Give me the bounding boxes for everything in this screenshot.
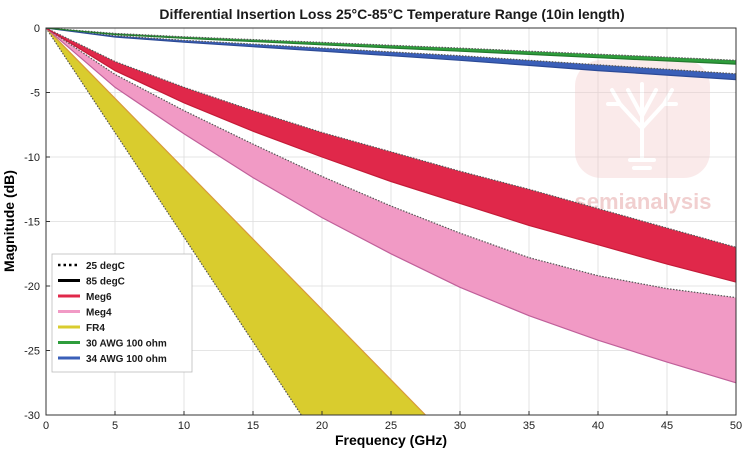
- line-25degc-30-awg-100-ohm: [46, 28, 736, 61]
- watermark: semianalysis: [575, 60, 711, 214]
- x-tick-label: 30: [454, 420, 466, 432]
- legend-label: 34 AWG 100 ohm: [86, 354, 167, 365]
- band-fill-meg4: [46, 28, 736, 383]
- x-tick-label: 35: [523, 420, 535, 432]
- y-tick-label: 0: [34, 23, 40, 35]
- semianalysis-logo-icon: [575, 60, 710, 178]
- line-25degc-meg4: [46, 28, 736, 299]
- legend: 25 degC 85 degC Meg6 Meg4 FR4 30 AWG 100 ohm 3…: [51, 253, 193, 373]
- x-tick-label: 10: [178, 420, 190, 432]
- band-30-awg-100-ohm: [46, 28, 736, 65]
- legend-label: 25 degC: [86, 261, 125, 272]
- x-tick-label: 0: [43, 420, 49, 432]
- band-fill-meg6: [46, 28, 736, 283]
- x-tick-label: 45: [661, 420, 673, 432]
- legend-label: 85 degC: [86, 277, 125, 288]
- legend-label: 30 AWG 100 ohm: [86, 339, 167, 350]
- y-tick-label: -5: [30, 88, 40, 100]
- line-25degc-meg6: [46, 28, 736, 248]
- line-25degc-34-awg-100-ohm: [46, 28, 736, 75]
- y-tick-label: -30: [24, 410, 40, 422]
- legend-item-30-awg-100-ohm: 30 AWG 100 ohm: [58, 339, 167, 350]
- x-tick-label: 25: [385, 420, 397, 432]
- y-tick-label: -20: [24, 281, 40, 293]
- plot-frame: [45, 27, 737, 416]
- x-tick-label: 40: [592, 420, 604, 432]
- x-tick-label: 5: [112, 420, 118, 432]
- band-fill-34-awg-100-ohm: [46, 28, 736, 80]
- band-34-awg-100-ohm: [46, 28, 736, 81]
- band-meg4: [46, 28, 736, 384]
- line-25degc-fr4: [46, 28, 302, 415]
- line-85degc-30-awg-100-ohm: [46, 28, 736, 65]
- band-fill-30-awg-100-ohm: [46, 28, 736, 65]
- legend-item-meg6: Meg6: [58, 292, 112, 303]
- legend-item-85-degc: 85 degC: [58, 277, 125, 288]
- legend-item-25-degc: 25 degC: [58, 261, 125, 272]
- x-tick-label: 50: [730, 420, 742, 432]
- legend-item-34-awg-100-ohm: 34 AWG 100 ohm: [58, 354, 167, 365]
- band-meg6: [46, 28, 736, 283]
- legend-item-fr4: FR4: [58, 323, 105, 334]
- y-tick-label: -15: [24, 217, 40, 229]
- band-fr4: [46, 28, 426, 415]
- series-bands: [46, 28, 736, 415]
- x-tick-label: 20: [316, 420, 328, 432]
- line-85degc-meg6: [46, 28, 736, 283]
- chart-title: Differential Insertion Loss 25°C-85°C Te…: [159, 6, 624, 22]
- line-85degc-fr4: [46, 28, 426, 415]
- legend-label: FR4: [86, 323, 105, 334]
- line-85degc-34-awg-100-ohm: [46, 28, 736, 81]
- x-axis-title: Frequency (GHz): [335, 432, 447, 448]
- y-axis-title: Magnitude (dB): [1, 170, 17, 272]
- legend-label: Meg4: [86, 308, 112, 319]
- x-tick-label: 15: [247, 420, 259, 432]
- y-tick-label: -25: [24, 346, 40, 358]
- legend-label: Meg6: [86, 292, 112, 303]
- line-85degc-meg4: [46, 28, 736, 384]
- y-tick-label: -10: [24, 152, 40, 164]
- legend-item-meg4: Meg4: [58, 308, 112, 319]
- axis-ticks: 0 5 10 15 20 25 30 35 40 45 50 0 -5 -10 -15 -20 -25 -30: [24, 23, 742, 432]
